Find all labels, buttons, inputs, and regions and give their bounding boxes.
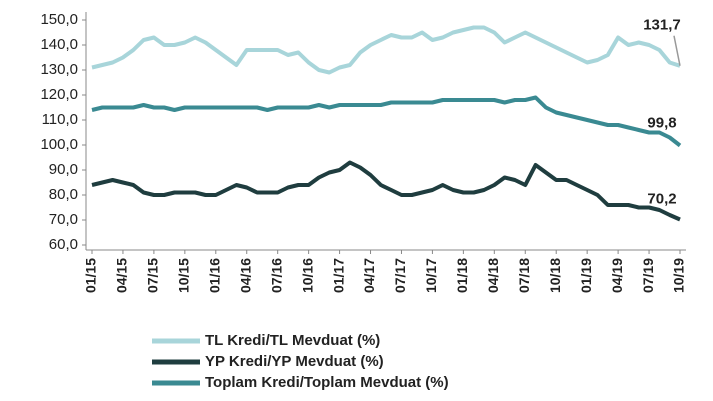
x-tick-label: 01/19 xyxy=(578,258,594,293)
x-tick-label: 07/15 xyxy=(145,258,161,293)
x-tick-label: 01/18 xyxy=(454,258,470,293)
x-tick-label: 10/16 xyxy=(299,258,315,293)
y-tick-label: 110,0 xyxy=(42,111,78,128)
y-tick-label: 140,0 xyxy=(40,36,78,53)
x-tick-label: 10/19 xyxy=(671,258,687,293)
y-tick-label: 60,0 xyxy=(49,236,78,253)
x-tick-label: 01/16 xyxy=(206,258,222,293)
y-tick-label: 130,0 xyxy=(40,61,78,78)
legend-label: TL Kredi/TL Mevduat (%) xyxy=(205,332,380,349)
y-tick-label: 100,0 xyxy=(40,136,78,153)
y-tick-label: 90,0 xyxy=(49,161,78,178)
y-tick-label: 70,0 xyxy=(49,211,78,228)
x-tick-label: 10/17 xyxy=(423,258,439,293)
series-line xyxy=(91,25,681,75)
y-tick-label: 120,0 xyxy=(40,86,78,103)
data-label: 70,2 xyxy=(647,190,676,207)
x-tick-label: 04/17 xyxy=(361,258,377,293)
series-line xyxy=(91,95,682,148)
data-label: 99,8 xyxy=(647,114,676,131)
y-tick-label: 80,0 xyxy=(49,186,78,203)
y-tick-label: 150,0 xyxy=(40,11,78,28)
x-tick-label: 07/18 xyxy=(516,258,532,293)
series-line xyxy=(91,160,681,222)
legend-label: Toplam Kredi/Toplam Mevduat (%) xyxy=(205,374,449,391)
leader-line xyxy=(673,35,681,66)
x-tick-label: 04/18 xyxy=(485,258,501,293)
x-tick-label: 01/17 xyxy=(330,258,346,293)
x-tick-label: 04/19 xyxy=(609,258,625,293)
x-tick-label: 10/18 xyxy=(547,258,563,293)
x-tick-label: 10/15 xyxy=(176,258,192,293)
x-tick-label: 07/19 xyxy=(640,258,656,293)
x-tick-label: 01/15 xyxy=(83,258,99,293)
data-label: 131,7 xyxy=(643,17,681,34)
legend-label: YP Kredi/YP Mevduat (%) xyxy=(205,353,384,370)
x-tick-label: 04/15 xyxy=(114,258,130,293)
x-tick-label: 07/17 xyxy=(392,258,408,293)
x-tick-label: 07/16 xyxy=(268,258,284,293)
x-tick-label: 04/16 xyxy=(237,258,253,293)
